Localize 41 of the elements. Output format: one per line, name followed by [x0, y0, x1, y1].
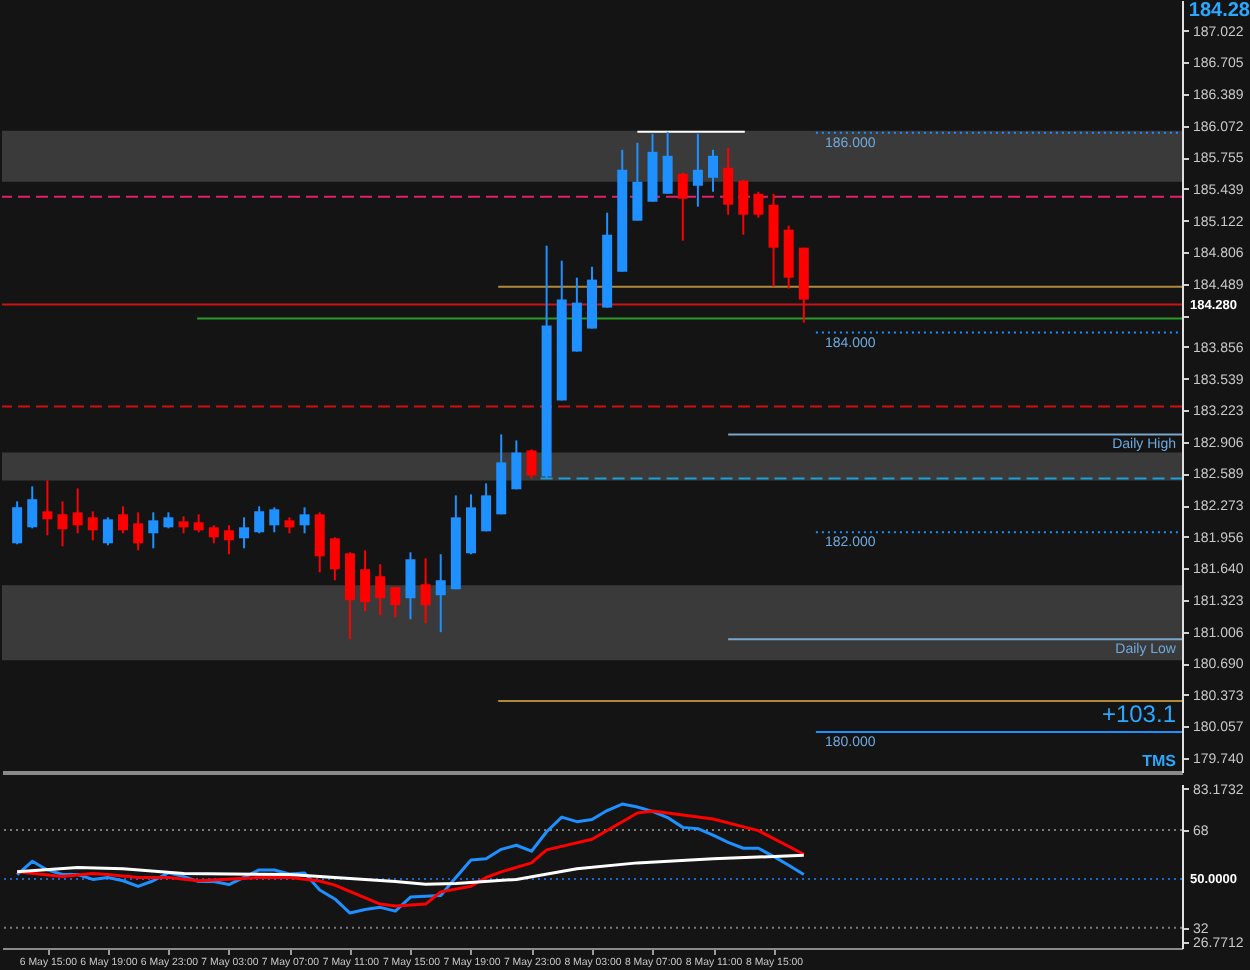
candlestick: [72, 487, 83, 535]
candlestick: [662, 130, 673, 195]
candlestick: [239, 516, 250, 550]
candlestick: [57, 500, 68, 548]
candlestick: [465, 493, 476, 556]
candlestick: [405, 551, 416, 621]
candlestick: [254, 505, 265, 535]
candlestick: [375, 563, 386, 617]
candlestick: [632, 141, 643, 222]
candlestick: [511, 439, 522, 491]
candlestick: [783, 224, 794, 290]
candlestick: [329, 536, 340, 582]
candlestick: [723, 146, 734, 216]
annotation: TMS: [1142, 752, 1178, 770]
candlestick: [299, 506, 310, 535]
candlestick: [692, 132, 703, 208]
candlestick: [223, 524, 234, 556]
candlestick: [133, 511, 144, 552]
text: 184.28: [1188, 0, 1250, 22]
candlestick: [27, 485, 38, 530]
candlestick: [344, 551, 355, 641]
annotation: +103.1: [1101, 700, 1177, 728]
candlestick: [526, 448, 537, 480]
candlestick: [102, 516, 113, 547]
candlestick: [87, 510, 98, 542]
candlestick: [12, 500, 23, 546]
candlestick: [708, 148, 719, 193]
candlestick: [677, 171, 688, 242]
candlestick: [738, 178, 749, 236]
candlestick: [768, 192, 779, 288]
candlestick: [269, 506, 280, 534]
candlestick: [314, 511, 325, 574]
candlestick: [360, 549, 371, 613]
candlestick: [118, 505, 129, 535]
candlestick: [753, 190, 764, 219]
candlestick: [390, 586, 401, 619]
candlestick: [481, 482, 492, 533]
candlestick: [435, 553, 446, 634]
candlestick: [148, 511, 159, 550]
candlestick: [420, 557, 431, 625]
candlestick: [42, 479, 53, 537]
